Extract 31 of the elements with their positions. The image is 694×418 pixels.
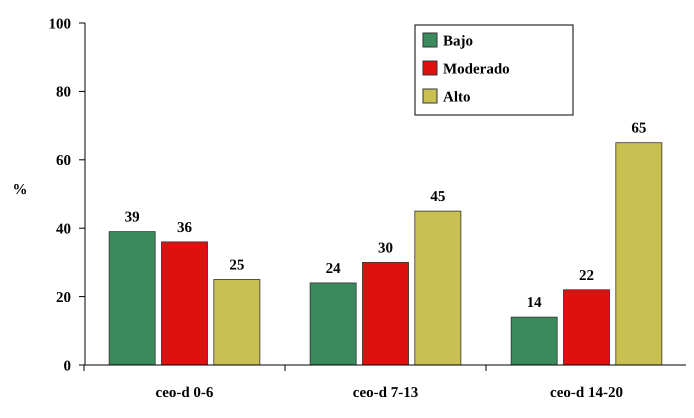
bar [213, 279, 260, 366]
bar [310, 282, 357, 366]
data-label: 39 [124, 210, 140, 226]
x-tick-label: ceo-d 7-13 [352, 385, 418, 401]
x-tick-label: ceo-d 14-20 [550, 385, 623, 401]
y-tick-label: 20 [56, 290, 71, 306]
y-tick-label: 60 [56, 153, 71, 170]
legend-label: Alto [443, 89, 470, 106]
data-label: 45 [430, 189, 446, 206]
data-label: 24 [326, 260, 342, 277]
y-tick-label: 80 [56, 84, 71, 101]
data-label: 14 [526, 295, 542, 312]
bar [161, 241, 208, 366]
data-label: 65 [631, 120, 646, 137]
bar [615, 142, 662, 366]
x-tick-label: ceo-d 0-6 [156, 385, 214, 401]
bar [563, 289, 610, 366]
data-label: 22 [579, 268, 594, 284]
y-axis-title: % [12, 182, 28, 198]
bar [510, 316, 558, 366]
data-label: 36 [176, 220, 192, 236]
legend-label: Moderado [443, 61, 510, 78]
y-tick-label: 100 [48, 16, 71, 32]
data-label: 30 [378, 240, 393, 256]
bar [362, 262, 409, 366]
y-tick-label: 40 [56, 221, 71, 238]
legend-label: Bajo [443, 33, 473, 50]
bar [108, 231, 156, 366]
bar [414, 210, 462, 366]
y-tick-label: 0 [64, 358, 71, 374]
data-label: 25 [229, 258, 244, 274]
